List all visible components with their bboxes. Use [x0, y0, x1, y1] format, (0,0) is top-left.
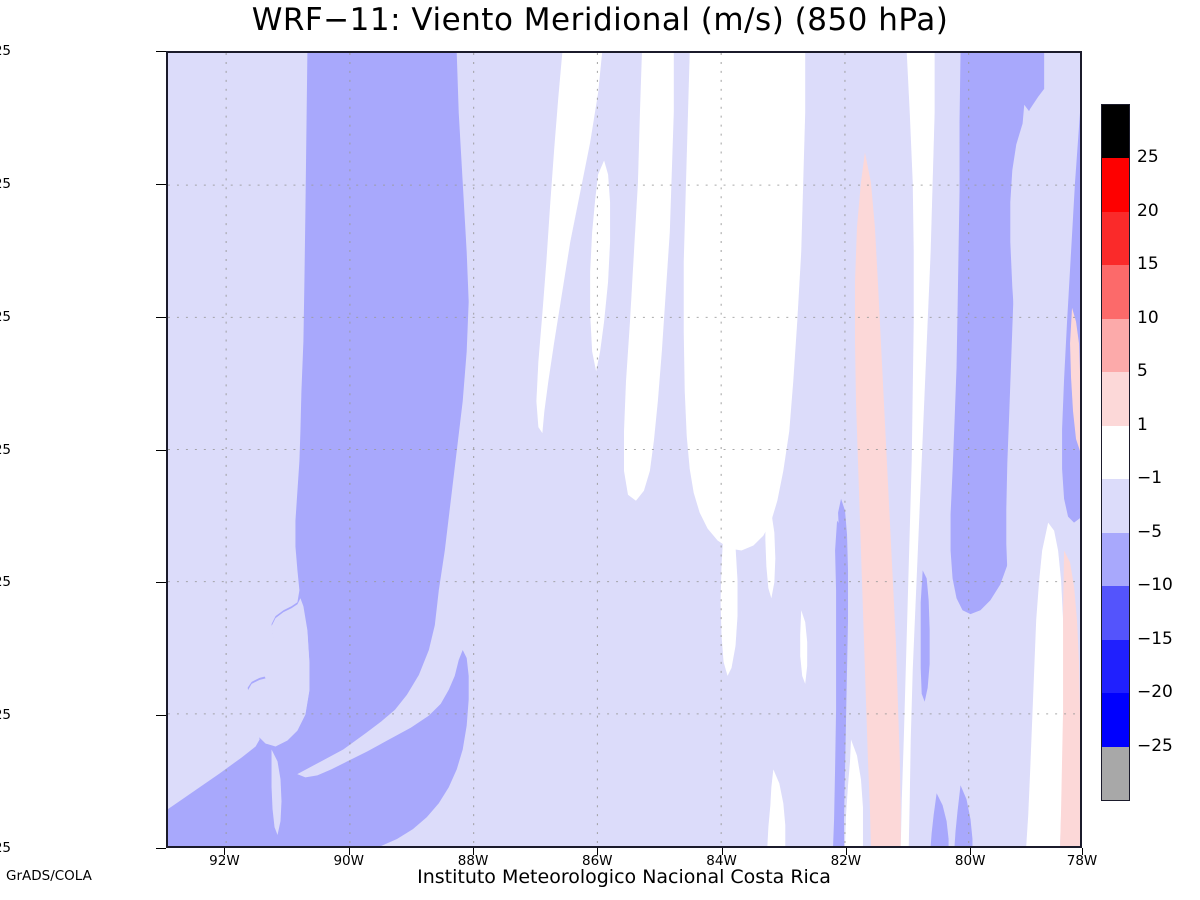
- x-tick-mark-6: [970, 848, 972, 855]
- y-tick-mark-6: [156, 848, 166, 849]
- page-title: WRF−11: Viento Meridional (m/s) (850 hPa…: [251, 2, 949, 38]
- colorbar-swatch-blue: [1102, 693, 1129, 747]
- x-tick-mark-7: [1082, 848, 1083, 855]
- x-tick-label-7: 78W: [1066, 853, 1098, 869]
- x-tick-mark-2: [473, 848, 475, 855]
- colorbar-label-0: 25: [1137, 147, 1159, 168]
- colorbar-label-1: 20: [1137, 200, 1159, 221]
- colorbar-label-7: −5: [1137, 521, 1163, 542]
- colorbar-swatch-pale-pink: [1102, 372, 1129, 426]
- colorbar-label-5: 1: [1137, 414, 1148, 435]
- colorbar-swatch-blue-medium: [1102, 586, 1129, 640]
- x-tick-mark-4: [721, 848, 723, 855]
- colorbar-label-9: −15: [1137, 628, 1173, 649]
- grads-credit: GrADS/COLA: [6, 868, 92, 884]
- y-tick-label-4: 18Z23NOV2025: [0, 574, 11, 591]
- colorbar-label-6: −1: [1137, 468, 1163, 489]
- colorbar-swatch-blue-bright: [1102, 639, 1129, 694]
- colorbar[interactable]: [1101, 104, 1130, 801]
- colorbar-label-2: 15: [1137, 254, 1159, 275]
- x-tick-mark-3: [597, 848, 599, 855]
- y-tick-label-0: 06Z23NOV2025: [0, 43, 11, 59]
- x-tick-label-5: 82W: [830, 853, 862, 869]
- y-tick-mark-2: [156, 316, 166, 318]
- y-tick-label-6: 00Z24NOV2025: [0, 840, 11, 856]
- colorbar-swatch-red: [1102, 158, 1129, 212]
- colorbar-swatch-pale-lavender: [1102, 479, 1129, 533]
- y-tick-label-1: 09Z23NOV2025: [0, 175, 11, 192]
- colorbar-label-10: −20: [1137, 682, 1173, 703]
- colorbar-swatch-black: [1102, 105, 1129, 159]
- x-tick-mark-5: [845, 848, 847, 855]
- x-tick-label-0: 92W: [209, 853, 240, 869]
- y-tick-mark-4: [156, 582, 166, 584]
- colorbar-label-8: −10: [1137, 575, 1173, 596]
- x-tick-label-2: 88W: [457, 853, 489, 869]
- colorbar-swatch-white: [1102, 425, 1129, 480]
- contour-field: [168, 53, 1080, 846]
- colorbar-label-3: 10: [1137, 307, 1159, 328]
- x-tick-label-6: 80W: [954, 853, 986, 869]
- x-tick-mark-0: [224, 848, 226, 855]
- x-tick-label-1: 90W: [333, 853, 364, 869]
- x-tick-label-4: 84W: [706, 853, 737, 869]
- plot-area: [166, 51, 1082, 848]
- colorbar-swatch-periwinkle: [1102, 532, 1129, 587]
- y-tick-label-2: 12Z23NOV2025: [0, 308, 11, 325]
- colorbar-swatch-gray: [1102, 746, 1129, 800]
- colorbar-swatch-salmon: [1102, 265, 1129, 319]
- y-tick-mark-3: [156, 449, 166, 451]
- institute-footer: Instituto Meteorologico Nacional Costa R…: [417, 866, 831, 888]
- colorbar-swatch-pink: [1102, 318, 1129, 373]
- y-tick-mark-5: [156, 715, 166, 717]
- colorbar-label-11: −25: [1137, 735, 1173, 756]
- y-tick-label-3: 15Z23NOV2025: [0, 441, 11, 458]
- y-tick-label-5: 21Z23NOV2025: [0, 707, 11, 724]
- colorbar-swatch-red-bright: [1102, 211, 1129, 266]
- x-tick-label-3: 86W: [581, 853, 613, 869]
- y-tick-mark-0: [156, 51, 166, 52]
- x-tick-mark-1: [348, 848, 350, 855]
- colorbar-label-4: 5: [1137, 361, 1148, 382]
- y-tick-mark-1: [156, 183, 166, 185]
